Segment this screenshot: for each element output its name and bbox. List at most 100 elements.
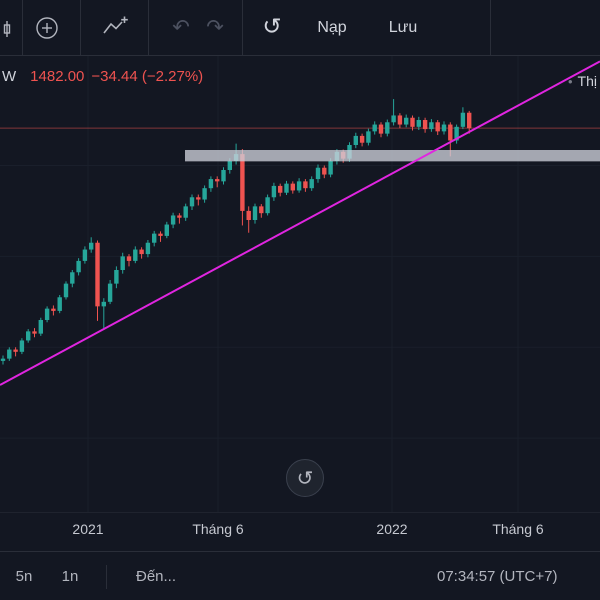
price-change: −34.44 (−2.27%) — [91, 68, 204, 85]
candle-body — [252, 206, 258, 220]
candle-body — [397, 115, 403, 125]
range-5d-button[interactable]: 5n — [6, 552, 42, 600]
undo-button[interactable]: ↶ — [164, 0, 198, 55]
trendline-drawing[interactable] — [0, 60, 600, 386]
goto-date-button[interactable]: Đến... — [124, 552, 188, 600]
toolbar-divider — [80, 0, 81, 55]
indicator-legend-label: Thị — [577, 73, 597, 89]
candle-body — [196, 197, 201, 200]
candle-body — [215, 179, 220, 182]
candle-body — [107, 283, 113, 302]
candle-body — [120, 256, 125, 270]
resistance-band-drawing[interactable] — [185, 150, 600, 162]
redo-button[interactable]: ↷ — [198, 0, 232, 55]
plus-circle-icon — [36, 16, 58, 39]
load-button[interactable]: Nạp — [302, 0, 362, 55]
candle-body — [246, 210, 251, 220]
redo-icon: ↷ — [206, 15, 224, 39]
candle-body — [278, 185, 283, 193]
save-button-label: Lưu — [388, 18, 418, 36]
load-button-label: Nạp — [317, 18, 347, 36]
candle-body — [385, 122, 390, 134]
candle-body — [322, 167, 327, 175]
candle-body — [101, 301, 106, 307]
candle-body — [32, 331, 37, 334]
candle-body — [265, 197, 270, 214]
add-button[interactable] — [31, 0, 63, 55]
candle-body — [183, 206, 188, 218]
candle-body — [284, 183, 289, 193]
save-button[interactable]: Lưu — [374, 0, 432, 55]
top-toolbar: ↶ ↷ ↺ Nạp Lưu — [0, 0, 600, 56]
candle-body — [7, 349, 12, 359]
candle-body — [82, 249, 88, 261]
candle-body — [44, 308, 50, 320]
candle-body — [429, 122, 434, 130]
price-value: 1482.00 — [30, 68, 85, 85]
candle-body — [158, 233, 163, 236]
legend-bullet-icon: • — [567, 73, 573, 89]
candle-body — [170, 215, 176, 225]
clock-button[interactable]: 07:34:57 (UTC+7) — [437, 552, 557, 600]
range-5d-label: 5n — [15, 568, 33, 585]
candle-body — [152, 233, 157, 243]
candle-body — [359, 135, 365, 143]
reset-view-button[interactable]: ↺ — [286, 459, 324, 497]
candle-body — [0, 358, 6, 361]
candle-body — [441, 124, 447, 132]
candle-body — [271, 185, 277, 198]
candle-body — [139, 249, 144, 255]
candle-body — [19, 340, 25, 352]
candle-body — [315, 167, 321, 180]
candle-body — [460, 112, 466, 127]
candle-body — [126, 256, 132, 261]
candle-body — [145, 242, 151, 255]
candle-body — [76, 260, 81, 273]
candle-body — [378, 124, 384, 134]
compare-button[interactable] — [98, 0, 132, 55]
symbol-legend[interactable]: W 1482.00 −34.44 (−2.27%) — [2, 68, 203, 85]
candle-body — [410, 117, 415, 127]
toolbar-divider — [242, 0, 243, 55]
candle-body — [177, 215, 182, 218]
candle-body — [133, 249, 138, 261]
candlestick-chart-icon — [3, 20, 11, 37]
candle-body — [435, 122, 440, 132]
chart-type-button[interactable] — [0, 0, 17, 55]
candle-body — [391, 115, 396, 123]
candle-body — [366, 131, 371, 143]
reload-button[interactable]: ↺ — [254, 0, 290, 55]
candle-body — [227, 160, 232, 170]
candle-body — [454, 126, 459, 141]
candle-body — [189, 197, 195, 207]
candle-body — [221, 170, 226, 182]
clock-label: 07:34:57 (UTC+7) — [437, 568, 558, 585]
range-1d-label: 1n — [61, 568, 79, 585]
candle-body — [303, 181, 308, 189]
reload-icon: ↺ — [262, 14, 282, 40]
range-1d-button[interactable]: 1n — [52, 552, 88, 600]
zigzag-plus-icon — [103, 16, 128, 33]
candle-body — [208, 179, 214, 189]
candle-body — [240, 154, 245, 211]
candle-body — [114, 270, 119, 284]
candle-body — [259, 206, 264, 214]
time-axis[interactable]: 2021 Tháng 6 2022 Tháng 6 — [0, 512, 600, 552]
candle-body — [416, 120, 421, 127]
candle-body — [328, 160, 333, 175]
candle-body — [448, 124, 453, 141]
candle-body — [13, 349, 18, 352]
candle-body — [467, 112, 472, 129]
candle-body — [372, 124, 377, 132]
candle-body — [202, 188, 207, 200]
time-axis-label: 2022 — [376, 521, 408, 537]
undo-icon: ↶ — [172, 15, 190, 39]
candle-body — [404, 117, 409, 125]
candle-body — [164, 224, 169, 236]
candle-body — [296, 181, 302, 191]
candle-body — [95, 242, 100, 307]
indicator-legend[interactable]: • Thị — [568, 73, 597, 89]
time-axis-label: Tháng 6 — [492, 521, 544, 537]
